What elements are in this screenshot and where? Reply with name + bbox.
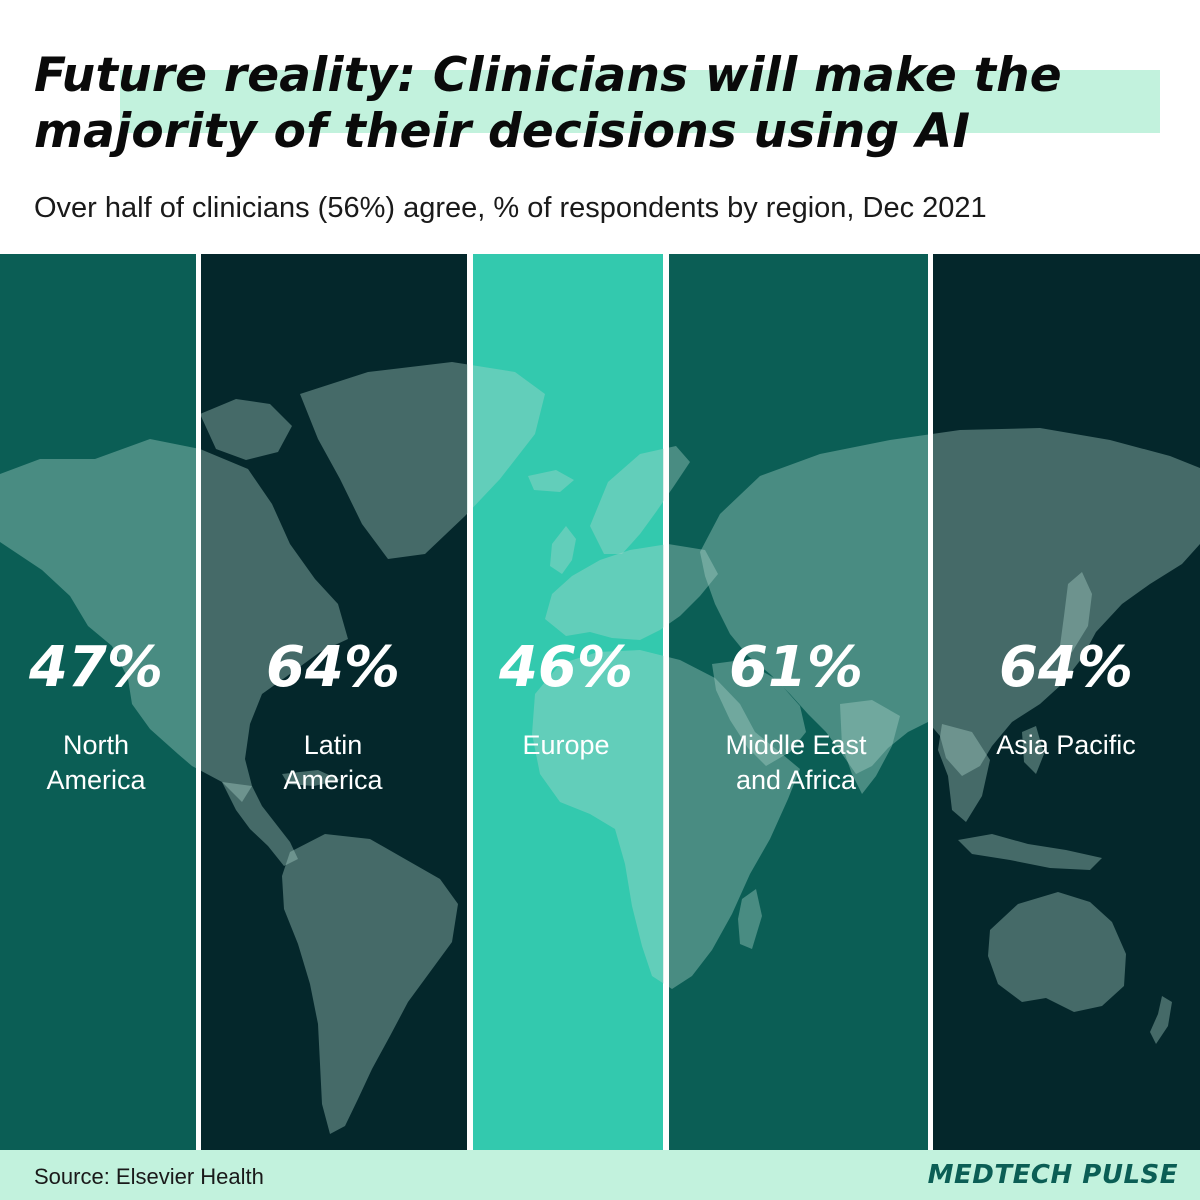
brand-logo: MEDTECH PULSE [927, 1160, 1178, 1190]
chart-subtitle: Over half of clinicians (56%) agree, % o… [34, 192, 987, 224]
map-japan [1060, 572, 1092, 652]
footer-bar: Source: Elsevier Health MEDTECH PULSE [0, 1150, 1200, 1200]
region-band-latin-america [201, 254, 467, 1150]
value-label: 47% [28, 635, 163, 700]
band-dividers [196, 254, 933, 1150]
map-british-isles [550, 526, 576, 574]
category-label-line: Europe [522, 730, 609, 760]
map-north-america [0, 439, 348, 802]
map-madagascar [738, 889, 762, 949]
chart-title: Future reality: Clinicians will make the… [34, 48, 1194, 160]
region-band-europe [473, 254, 663, 1150]
category-label-line: North [63, 730, 129, 760]
value-label: 64% [266, 635, 400, 700]
source-note: Source: Elsevier Health [34, 1164, 264, 1189]
region-band-north-america [0, 254, 196, 1150]
category-label: North America [46, 730, 146, 795]
value-label: 46% [498, 635, 633, 700]
map-arabia [712, 660, 806, 766]
map-canadian-arctic [200, 399, 292, 460]
band-divider [664, 254, 669, 1150]
category-label-line: Middle East [725, 730, 867, 760]
category-label-line: America [283, 765, 383, 795]
map-cuba [282, 770, 340, 786]
map-central-america [222, 782, 298, 866]
band-divider [196, 254, 201, 1150]
category-label-line: Latin [304, 730, 363, 760]
region-label-europe: 46% Europe [498, 635, 633, 760]
map-india [840, 700, 900, 794]
category-label: Middle East and Africa [725, 730, 867, 795]
category-label: Europe [522, 730, 609, 760]
region-chart-svg: 47% North America 64% Latin America 46% Europe 6… [0, 254, 1200, 1150]
chart-title-line-1: Future reality: Clinicians will make the [34, 48, 1062, 103]
category-label-line: Asia Pacific [996, 730, 1136, 760]
region-chart: 47% North America 64% Latin America 46% Europe 6… [0, 254, 1200, 1150]
region-band-asia-pacific [933, 254, 1200, 1150]
category-label-line: and Africa [736, 765, 857, 795]
category-label-line: America [46, 765, 146, 795]
map-south-america [282, 834, 458, 1134]
map-new-zealand [1150, 996, 1172, 1044]
band-divider [928, 254, 933, 1150]
map-australia [988, 892, 1126, 1012]
region-label-asia-pacific: 64% Asia Pacific [996, 635, 1136, 760]
map-iceland [528, 470, 574, 492]
band-divider [468, 254, 473, 1150]
region-band-middle-east-africa [669, 254, 928, 1150]
map-philippines [1022, 726, 1044, 774]
map-greenland [300, 362, 545, 559]
title-highlight [120, 70, 1160, 133]
category-label: Asia Pacific [996, 730, 1136, 760]
value-label: 64% [999, 635, 1133, 700]
map-eurasia [700, 428, 1200, 776]
world-map [0, 362, 1200, 1134]
region-label-latin-america: 64% Latin America [266, 635, 400, 795]
category-label: Latin America [283, 730, 383, 795]
value-label: 61% [729, 635, 863, 700]
map-southeast-asia [938, 724, 990, 822]
map-indonesia [958, 834, 1102, 870]
map-europe [545, 544, 718, 640]
region-label-north-america: 47% North America [28, 635, 163, 795]
region-label-middle-east-africa: 61% Middle East and Africa [725, 635, 867, 795]
region-bands [0, 254, 1200, 1150]
chart-title-line-2: majority of their decisions using AI [34, 104, 971, 159]
region-labels: 47% North America 64% Latin America 46% Europe 6… [28, 635, 1136, 795]
